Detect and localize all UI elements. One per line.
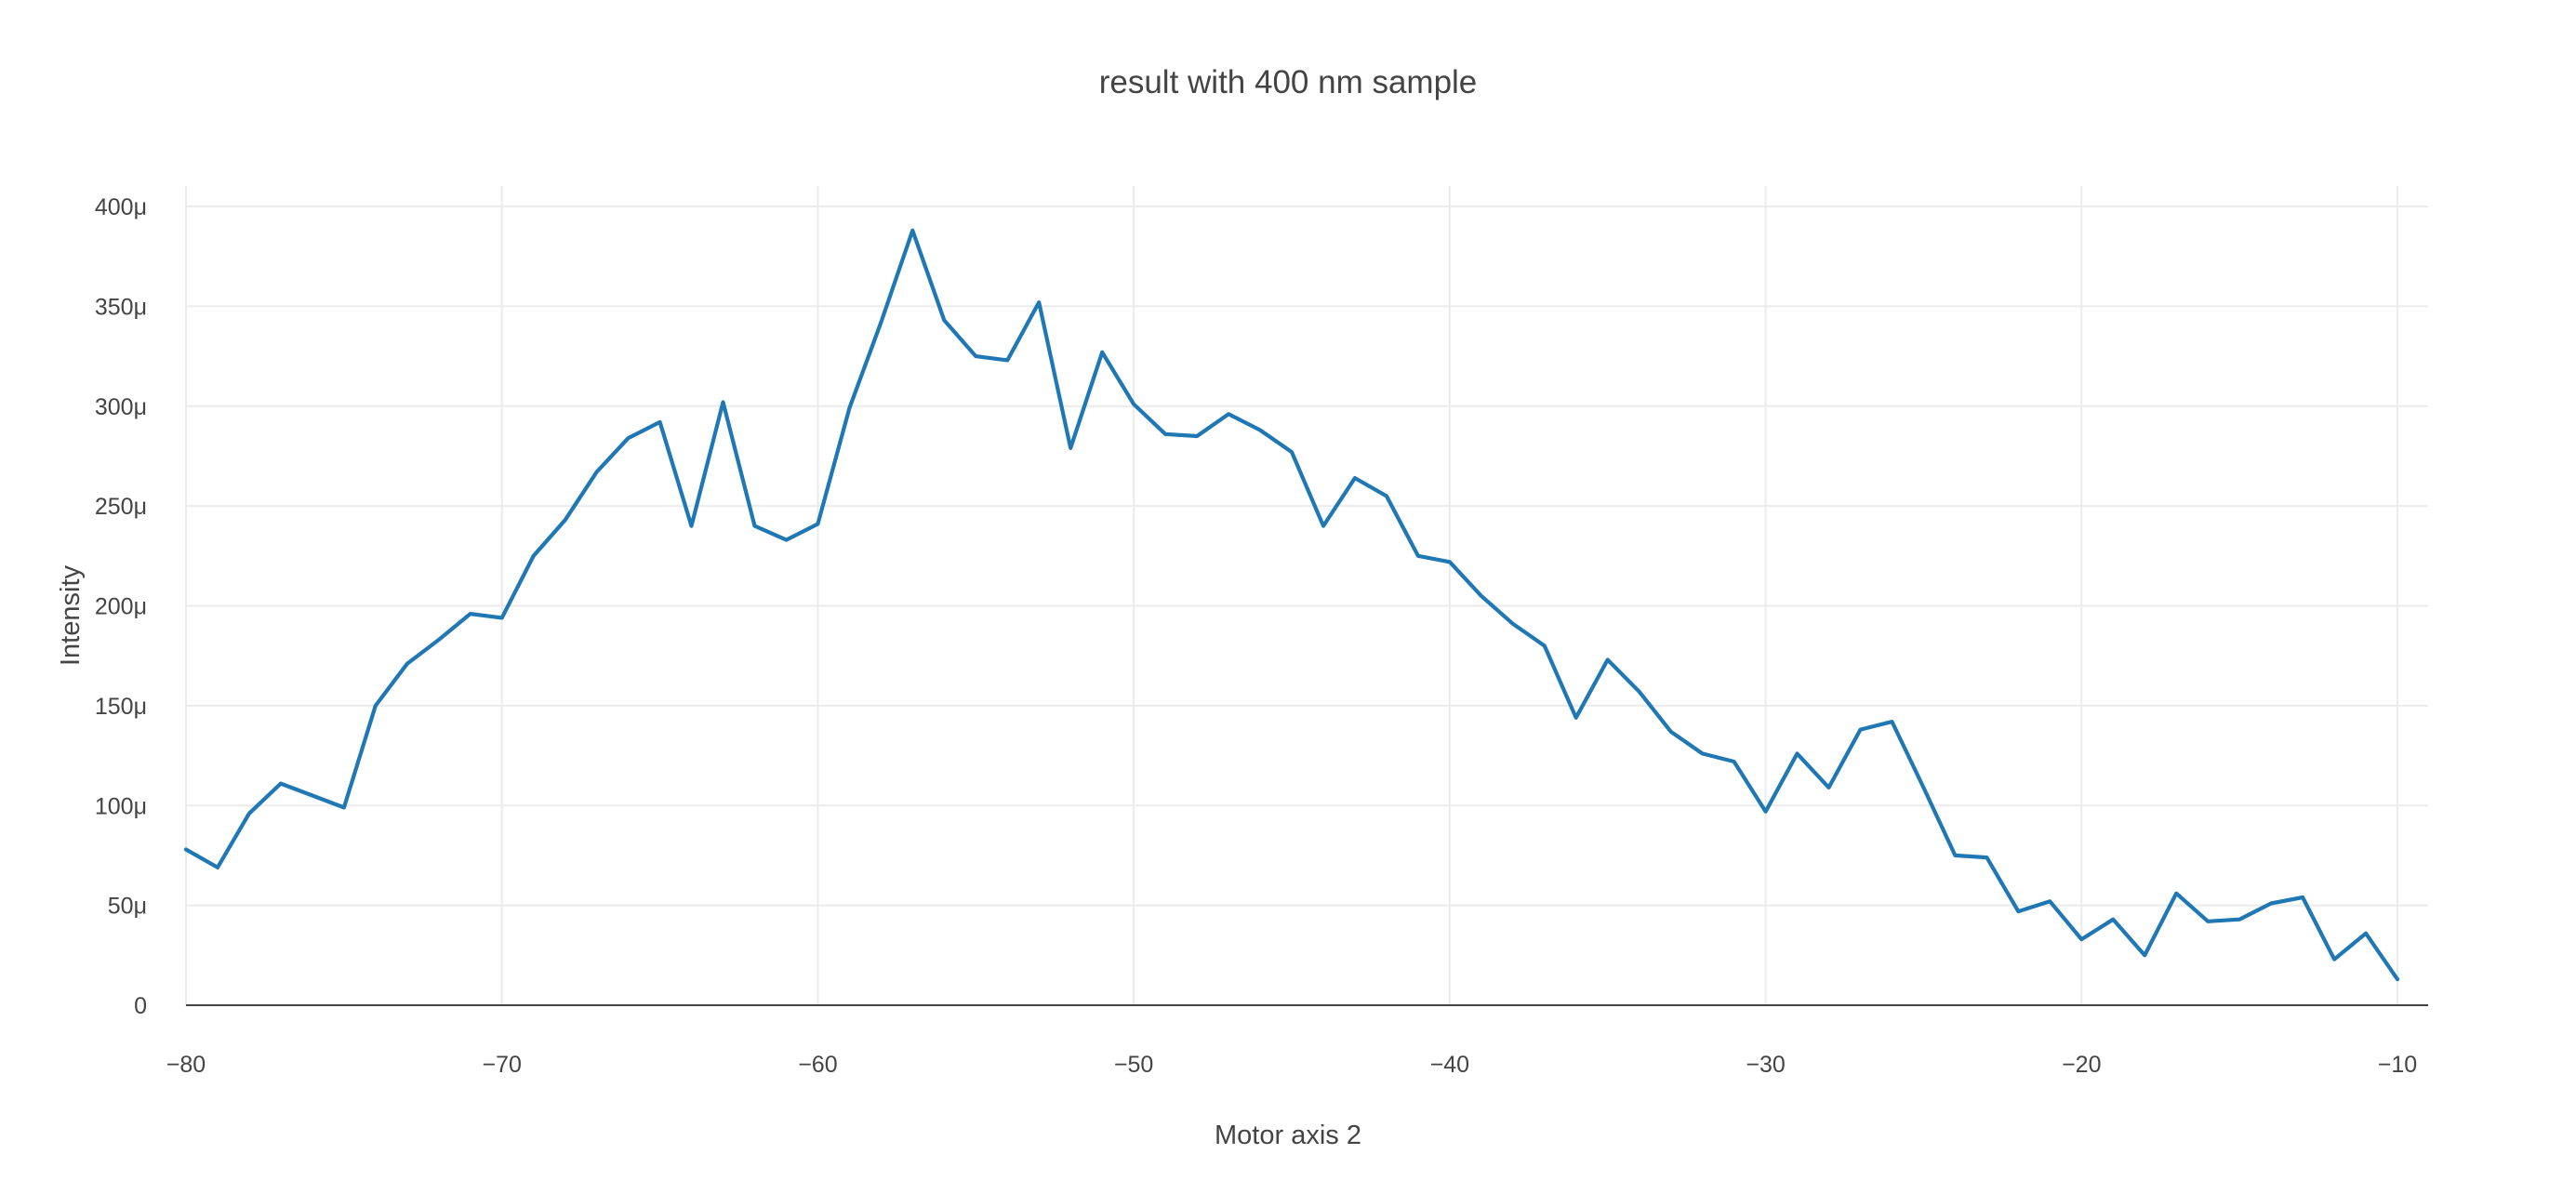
data-point <box>878 320 883 325</box>
data-point <box>2395 976 2400 982</box>
data-point <box>183 846 189 852</box>
data-point <box>1984 855 1989 860</box>
data-point <box>1510 621 1516 627</box>
data-point <box>1732 759 1737 764</box>
y-tick-label: 200μ <box>95 594 147 620</box>
data-point <box>1068 445 1073 451</box>
data-point <box>436 637 442 643</box>
data-point <box>2047 898 2052 904</box>
data-point <box>405 661 410 667</box>
data-point <box>1857 727 1863 733</box>
series-line-1 <box>183 228 2400 982</box>
x-axis-title: Motor axis 2 <box>1215 1121 1361 1150</box>
y-tick-label: 0 <box>134 993 147 1019</box>
data-point <box>1226 411 1231 417</box>
data-point <box>1162 431 1168 437</box>
data-point <box>310 793 315 799</box>
data-point <box>1700 750 1706 756</box>
data-point <box>721 399 726 405</box>
data-point <box>594 470 600 475</box>
y-tick-label: 150μ <box>95 694 147 720</box>
data-point <box>499 615 505 620</box>
x-tick-label: −50 <box>1114 1052 1153 1078</box>
data-point <box>1637 689 1642 695</box>
data-point <box>2363 931 2369 936</box>
data-point <box>1605 657 1611 662</box>
data-point <box>1131 402 1136 407</box>
x-tick-labels: −80 −70 −60 −50 −40 −30 −20 −10 <box>166 1052 2417 1078</box>
data-point <box>1826 785 1832 790</box>
data-point <box>1573 715 1579 721</box>
data-point <box>468 611 473 617</box>
data-point <box>531 553 537 559</box>
data-point <box>1099 350 1105 355</box>
data-point <box>2237 917 2242 922</box>
series-layer <box>183 228 2400 982</box>
data-point <box>689 524 695 529</box>
data-point <box>941 317 947 323</box>
data-point <box>2142 952 2147 958</box>
data-point <box>2300 895 2305 900</box>
x-tick-label: −40 <box>1430 1052 1469 1078</box>
data-point <box>1384 493 1389 498</box>
x-tick-label: −10 <box>2378 1052 2417 1078</box>
data-point <box>783 537 789 543</box>
data-point <box>2331 957 2337 962</box>
data-point <box>1352 475 1358 481</box>
y-tick-label: 50μ <box>108 894 147 920</box>
data-point <box>1289 449 1295 455</box>
data-point <box>2173 891 2179 896</box>
y-tick-labels: 0 50μ 100μ 150μ 200μ 250μ 300μ 350μ 400μ <box>95 194 147 1019</box>
data-point <box>1004 357 1010 363</box>
data-point <box>341 804 347 810</box>
y-tick-label: 250μ <box>95 494 147 520</box>
data-point <box>2205 919 2211 924</box>
data-point <box>1479 593 1484 599</box>
data-point <box>2110 917 2116 922</box>
data-point <box>563 517 568 523</box>
x-tick-label: −30 <box>1746 1052 1785 1078</box>
data-point <box>215 865 220 870</box>
data-point <box>657 419 663 425</box>
data-point <box>1889 719 1894 724</box>
data-point <box>1321 524 1326 529</box>
data-point <box>1952 853 1958 858</box>
y-tick-label: 350μ <box>95 294 147 320</box>
data-point <box>1920 785 1926 790</box>
x-tick-label: −70 <box>483 1052 522 1078</box>
data-point <box>2268 900 2274 906</box>
y-gridlines <box>186 206 2428 907</box>
y-tick-label: 400μ <box>95 194 147 220</box>
data-point <box>246 811 252 816</box>
x-gridlines <box>185 186 2398 1005</box>
data-point <box>1036 299 1042 305</box>
data-point <box>815 521 820 526</box>
x-tick-label: −20 <box>2062 1052 2101 1078</box>
x-tick-label: −60 <box>798 1052 837 1078</box>
data-point <box>1542 643 1547 648</box>
y-tick-label: 300μ <box>95 394 147 420</box>
data-point <box>1795 750 1800 756</box>
y-tick-label: 100μ <box>95 793 147 819</box>
data-point <box>1257 428 1263 433</box>
data-point <box>2015 909 2021 914</box>
data-point <box>1194 433 1200 439</box>
data-point <box>1763 809 1769 815</box>
data-point <box>846 405 852 411</box>
data-point <box>910 228 915 233</box>
data-point <box>278 781 284 787</box>
data-point <box>626 435 631 441</box>
data-point <box>373 703 378 709</box>
data-point <box>973 353 978 359</box>
data-point <box>751 524 757 529</box>
chart-title: result with 400 nm sample <box>1099 64 1478 100</box>
x-tick-label: −80 <box>166 1052 206 1078</box>
data-point <box>1447 559 1453 564</box>
data-point <box>1415 553 1421 559</box>
data-point <box>2078 936 2084 942</box>
data-point <box>1668 729 1674 735</box>
y-axis-title: Intensity <box>56 565 86 666</box>
